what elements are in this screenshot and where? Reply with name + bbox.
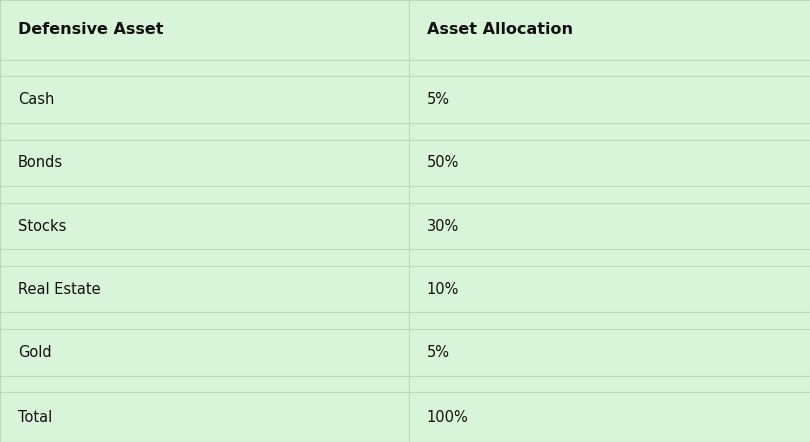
Text: Gold: Gold xyxy=(18,345,52,360)
Text: Real Estate: Real Estate xyxy=(18,282,100,297)
Text: 10%: 10% xyxy=(427,282,459,297)
Text: Stocks: Stocks xyxy=(18,219,66,233)
Text: 50%: 50% xyxy=(427,156,459,170)
Text: Asset Allocation: Asset Allocation xyxy=(427,23,573,37)
Text: Total: Total xyxy=(18,410,52,425)
Text: Bonds: Bonds xyxy=(18,156,63,170)
Text: 5%: 5% xyxy=(427,92,450,107)
Text: Cash: Cash xyxy=(18,92,54,107)
Text: 30%: 30% xyxy=(427,219,459,233)
Text: Defensive Asset: Defensive Asset xyxy=(18,23,164,37)
Text: 100%: 100% xyxy=(427,410,469,425)
Text: 5%: 5% xyxy=(427,345,450,360)
